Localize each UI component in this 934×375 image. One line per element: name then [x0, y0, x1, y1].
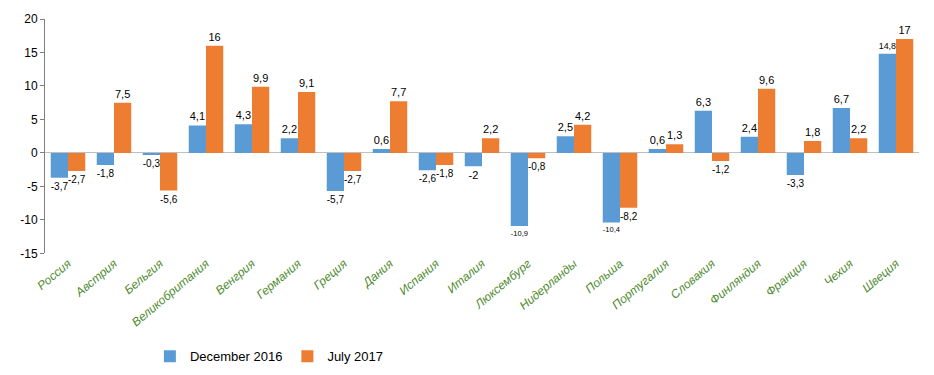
svg-text:Австрия: Австрия	[72, 256, 120, 300]
svg-text:Швеция: Швеция	[859, 256, 902, 295]
svg-text:2,5: 2,5	[558, 121, 573, 133]
svg-text:-1,2: -1,2	[712, 164, 730, 175]
svg-text:-1,8: -1,8	[97, 168, 115, 179]
svg-text:-8,2: -8,2	[620, 211, 638, 222]
svg-text:2,2: 2,2	[483, 123, 498, 135]
svg-text:20: 20	[24, 12, 38, 26]
svg-text:-5,7: -5,7	[327, 194, 345, 205]
svg-text:15: 15	[24, 46, 38, 60]
svg-text:4,1: 4,1	[190, 110, 205, 122]
svg-text:Дания: Дания	[359, 256, 397, 291]
svg-text:0: 0	[31, 146, 38, 160]
svg-text:5: 5	[31, 113, 38, 127]
svg-text:Германия: Германия	[254, 256, 305, 302]
svg-text:Греция: Греция	[311, 256, 351, 292]
svg-text:14,8: 14,8	[879, 41, 896, 51]
svg-text:7,5: 7,5	[115, 88, 130, 100]
svg-text:Португалия: Португалия	[609, 256, 672, 312]
svg-text:0,6: 0,6	[650, 134, 665, 146]
svg-text:-10: -10	[20, 213, 38, 227]
svg-text:7,7: 7,7	[391, 86, 406, 98]
svg-text:-0,3: -0,3	[143, 158, 161, 169]
svg-text:6,3: 6,3	[696, 96, 711, 108]
svg-text:-1,8: -1,8	[436, 168, 454, 179]
svg-text:-2,7: -2,7	[344, 174, 362, 185]
svg-text:2,4: 2,4	[742, 122, 757, 134]
svg-text:Россия: Россия	[34, 256, 74, 293]
svg-text:4,3: 4,3	[236, 109, 251, 121]
svg-text:1,3: 1,3	[667, 129, 682, 141]
svg-text:9,9: 9,9	[253, 72, 268, 84]
svg-text:-10,9: -10,9	[511, 229, 528, 238]
svg-text:Словакия: Словакия	[668, 256, 718, 302]
svg-text:Нидерланды: Нидерланды	[517, 256, 580, 312]
svg-text:Люксембург: Люксембург	[471, 257, 533, 313]
svg-text:0,6: 0,6	[374, 134, 389, 146]
svg-text:December 2016: December 2016	[190, 349, 283, 364]
svg-text:-0,8: -0,8	[528, 161, 546, 172]
svg-text:Венгрия: Венгрия	[213, 256, 258, 297]
svg-text:6,7: 6,7	[834, 93, 849, 105]
svg-text:2,2: 2,2	[851, 123, 866, 135]
svg-text:Франция: Франция	[763, 256, 810, 299]
svg-text:10: 10	[24, 79, 38, 93]
svg-text:-5,6: -5,6	[160, 194, 178, 205]
svg-text:Польша: Польша	[582, 256, 626, 296]
svg-text:1,8: 1,8	[805, 126, 820, 138]
svg-text:-15: -15	[20, 247, 38, 261]
svg-text:-5: -5	[27, 180, 38, 194]
svg-text:Великобритания: Великобритания	[129, 256, 212, 329]
svg-text:-10,4: -10,4	[603, 225, 620, 234]
svg-text:Бельгия: Бельгия	[121, 256, 166, 297]
svg-text:Финляндия: Финляндия	[707, 256, 764, 307]
svg-text:4,2: 4,2	[575, 110, 590, 122]
svg-text:2,2: 2,2	[282, 123, 297, 135]
svg-text:16: 16	[209, 31, 221, 43]
svg-text:-2,7: -2,7	[68, 174, 86, 185]
svg-text:-3,7: -3,7	[51, 181, 69, 192]
svg-text:Чехия: Чехия	[821, 256, 856, 289]
svg-text:Испания: Испания	[396, 256, 442, 298]
svg-text:-2: -2	[468, 169, 478, 181]
svg-text:Италия: Италия	[444, 256, 488, 296]
svg-text:17: 17	[899, 24, 911, 36]
svg-text:-2,6: -2,6	[419, 173, 437, 184]
svg-text:9,6: 9,6	[759, 74, 774, 86]
svg-text:-3,3: -3,3	[787, 178, 805, 189]
svg-text:9,1: 9,1	[299, 77, 314, 89]
svg-text:July 2017: July 2017	[327, 349, 383, 364]
